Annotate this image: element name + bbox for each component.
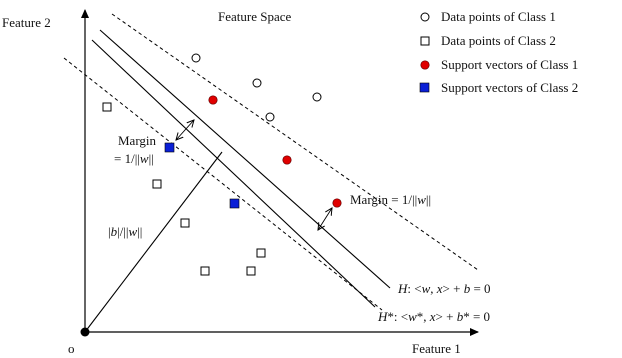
- class1-support-vector: [332, 198, 342, 208]
- y-axis-label: Feature 2: [2, 15, 51, 30]
- class2-point: [180, 218, 190, 228]
- bias-distance-line: [84, 151, 223, 333]
- legend: Data points of Class 1 Data points of Cl…: [419, 9, 578, 95]
- bias-distance-label: |b|/||w||: [108, 224, 142, 239]
- hyperplane-h-star: [91, 39, 376, 308]
- margin-right-label: Margin = 1/||w||: [350, 192, 431, 207]
- margin-left-formula: = 1/||w||: [114, 151, 154, 166]
- margin-left-label: Margin: [118, 133, 157, 148]
- legend-label-class2: Data points of Class 2: [441, 33, 556, 48]
- legend-open-square-icon: [420, 36, 430, 46]
- legend-label-support-class2: Support vectors of Class 2: [441, 80, 578, 95]
- class1-support-vector: [282, 155, 292, 165]
- class2-point: [102, 102, 112, 112]
- margin-line-class1: [111, 13, 479, 271]
- class2-support-vector: [229, 198, 240, 209]
- margin-line-class2: [63, 57, 383, 311]
- class1-point: [191, 53, 201, 63]
- diagram-title: Feature Space: [218, 9, 292, 24]
- hyperplane-h-star-label: H*: <w*, x> + b* = 0: [377, 309, 490, 324]
- margin-arrow-left: [176, 120, 194, 140]
- class2-support-vector: [164, 142, 175, 153]
- class2-point: [256, 248, 266, 258]
- hyperplane-h-label: H: <w, x> + b = 0: [397, 281, 491, 296]
- origin-label: o: [68, 341, 75, 356]
- hyperplane-h: [99, 29, 391, 289]
- x-axis-label: Feature 1: [412, 341, 461, 356]
- class1-point: [252, 78, 262, 88]
- class1-point: [312, 92, 322, 102]
- class2-point: [246, 266, 256, 276]
- class1-support-vector: [208, 95, 218, 105]
- margin-arrow-right: [318, 208, 332, 230]
- legend-open-circle-icon: [420, 12, 430, 22]
- class2-point: [200, 266, 210, 276]
- legend-label-class1: Data points of Class 1: [441, 9, 556, 24]
- class2-point: [152, 179, 162, 189]
- class1-point: [265, 112, 275, 122]
- legend-blue-square-icon: [419, 82, 430, 93]
- legend-red-circle-icon: [420, 60, 430, 70]
- legend-label-support-class1: Support vectors of Class 1: [441, 57, 578, 72]
